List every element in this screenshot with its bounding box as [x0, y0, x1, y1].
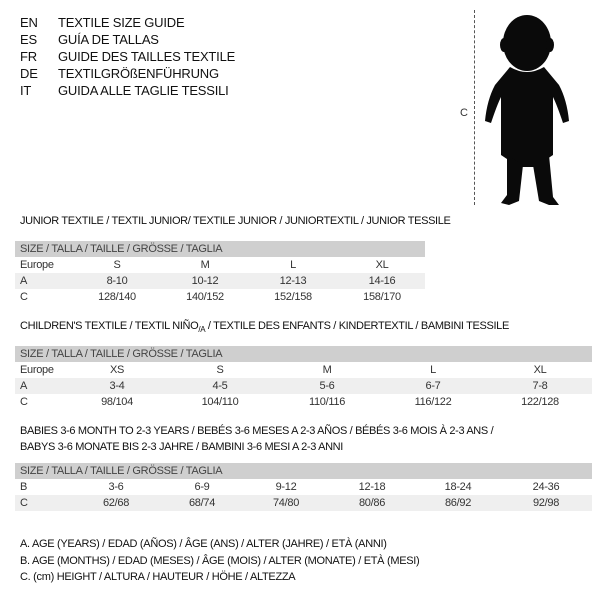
title-text: GUIDA ALLE TAGLIE TESSILI — [58, 83, 229, 98]
table-row: A 3-4 4-5 5-6 6-7 7-8 — [15, 378, 592, 394]
row-label: B — [20, 481, 28, 493]
language-code: FR — [20, 49, 37, 64]
table-header: SIZE / TALLA / TAILLE / GRÖSSE / TAGLIA — [15, 346, 592, 362]
table-row: C 98/104 104/110 110/116 116/122 122/128 — [15, 394, 592, 410]
title-text: TEXTILE SIZE GUIDE — [58, 15, 185, 30]
table-cell: 7-8 — [532, 380, 548, 392]
table-cell: L — [290, 259, 296, 271]
table-cell: M — [322, 364, 332, 376]
children-title-sub: /A — [198, 325, 206, 335]
babies-section-title-1: BABIES 3-6 MONTH TO 2-3 YEARS / BEBÉS 3-… — [20, 425, 494, 437]
table-cell: 3-6 — [108, 481, 124, 493]
height-label: C — [460, 107, 468, 119]
table-row: Europe XS S M L XL — [15, 362, 592, 378]
table-cell: 62/68 — [102, 497, 130, 509]
table-cell: S — [113, 259, 121, 271]
table-row: A 8-10 10-12 12-13 14-16 — [15, 273, 425, 289]
table-header: SIZE / TALLA / TAILLE / GRÖSSE / TAGLIA — [15, 463, 592, 479]
table-header: SIZE / TALLA / TAILLE / GRÖSSE / TAGLIA — [15, 241, 425, 257]
table-cell: 80/86 — [358, 497, 386, 509]
table-cell: 5-6 — [319, 380, 335, 392]
table-cell: 12-13 — [279, 275, 307, 287]
table-cell: 6-7 — [425, 380, 441, 392]
child-silhouette-icon — [485, 15, 569, 205]
junior-section-title: JUNIOR TEXTILE / TEXTIL JUNIOR/ TEXTILE … — [20, 215, 451, 227]
babies-section-title-2: BABYS 3-6 MONATE BIS 2-3 JAHRE / BAMBINI… — [20, 441, 343, 453]
row-label: C — [20, 291, 28, 303]
table-cell: XL — [375, 259, 389, 271]
table-cell: 158/170 — [363, 291, 401, 303]
title-line-fr: FR GUIDE DES TAILLES TEXTILE — [20, 49, 235, 64]
table-cell: 104/110 — [201, 396, 239, 408]
table-cell: XL — [533, 364, 547, 376]
title-line-it: IT GUIDA ALLE TAGLIE TESSILI — [20, 83, 229, 98]
table-cell: 10-12 — [191, 275, 219, 287]
row-label: C — [20, 396, 28, 408]
table-cell: XS — [109, 364, 125, 376]
language-code: DE — [20, 66, 38, 81]
table-cell: 92/98 — [532, 497, 560, 509]
row-label: Europe — [20, 364, 54, 376]
title-line-en: EN TEXTILE SIZE GUIDE — [20, 15, 185, 30]
title-text: GUIDE DES TAILLES TEXTILE — [58, 49, 236, 64]
table-cell: 8-10 — [106, 275, 128, 287]
title-line-de: DE TEXTILGRÖßENFÜHRUNG — [20, 66, 219, 81]
table-cell: M — [200, 259, 210, 271]
table-cell: 4-5 — [212, 380, 228, 392]
table-cell: 9-12 — [275, 481, 297, 493]
table-cell: 152/158 — [274, 291, 312, 303]
children-size-table: SIZE / TALLA / TAILLE / GRÖSSE / TAGLIA E… — [15, 346, 592, 410]
table-cell: 18-24 — [444, 481, 472, 493]
table-cell: 98/104 — [101, 396, 133, 408]
row-label: A — [20, 275, 28, 287]
table-cell: L — [430, 364, 436, 376]
table-cell: 116/122 — [414, 396, 452, 408]
height-figure: C — [455, 5, 595, 210]
table-row: Europe S M L XL — [15, 257, 425, 273]
language-code: EN — [20, 15, 38, 30]
table-cell: 24-36 — [532, 481, 560, 493]
title-text: GUÍA DE TALLAS — [58, 32, 159, 47]
height-measure-line — [474, 10, 475, 205]
legend-a: A. AGE (YEARS) / EDAD (AÑOS) / ÂGE (ANS)… — [20, 538, 387, 550]
table-cell: S — [216, 364, 224, 376]
title-line-es: ES GUÍA DE TALLAS — [20, 32, 159, 47]
table-row: B 3-6 6-9 9-12 12-18 18-24 24-36 — [15, 479, 592, 495]
children-title-rest: / TEXTILE DES ENFANTS / KINDERTEXTIL / B… — [205, 320, 509, 332]
table-cell: 68/74 — [188, 497, 216, 509]
babies-size-table: SIZE / TALLA / TAILLE / GRÖSSE / TAGLIA B… — [15, 463, 592, 511]
row-label: Europe — [20, 259, 54, 271]
language-code: ES — [20, 32, 37, 47]
table-cell: 6-9 — [194, 481, 210, 493]
junior-size-table: SIZE / TALLA / TAILLE / GRÖSSE / TAGLIA E… — [15, 241, 425, 305]
table-row: C 128/140 140/152 152/158 158/170 — [15, 289, 425, 305]
table-cell: 3-4 — [109, 380, 125, 392]
table-row: C 62/68 68/74 74/80 80/86 86/92 92/98 — [15, 495, 592, 511]
table-cell: 128/140 — [98, 291, 136, 303]
legend-b: B. AGE (MONTHS) / EDAD (MESES) / ÂGE (MO… — [20, 555, 420, 567]
children-title-main: CHILDREN'S TEXTILE / TEXTIL NIÑO — [20, 320, 199, 332]
children-section-title: CHILDREN'S TEXTILE / TEXTIL NIÑO/A / TEX… — [20, 320, 509, 334]
table-cell: 12-18 — [358, 481, 386, 493]
table-cell: 74/80 — [272, 497, 300, 509]
language-code: IT — [20, 83, 32, 98]
legend-c: C. (cm) HEIGHT / ALTURA / HAUTEUR / HÖHE… — [20, 571, 296, 583]
row-label: A — [20, 380, 28, 392]
row-label: C — [20, 497, 28, 509]
table-cell: 140/152 — [186, 291, 224, 303]
title-text: TEXTILGRÖßENFÜHRUNG — [58, 66, 219, 81]
table-cell: 110/116 — [308, 396, 346, 408]
table-cell: 14-16 — [368, 275, 396, 287]
table-cell: 122/128 — [521, 396, 559, 408]
table-cell: 86/92 — [444, 497, 472, 509]
